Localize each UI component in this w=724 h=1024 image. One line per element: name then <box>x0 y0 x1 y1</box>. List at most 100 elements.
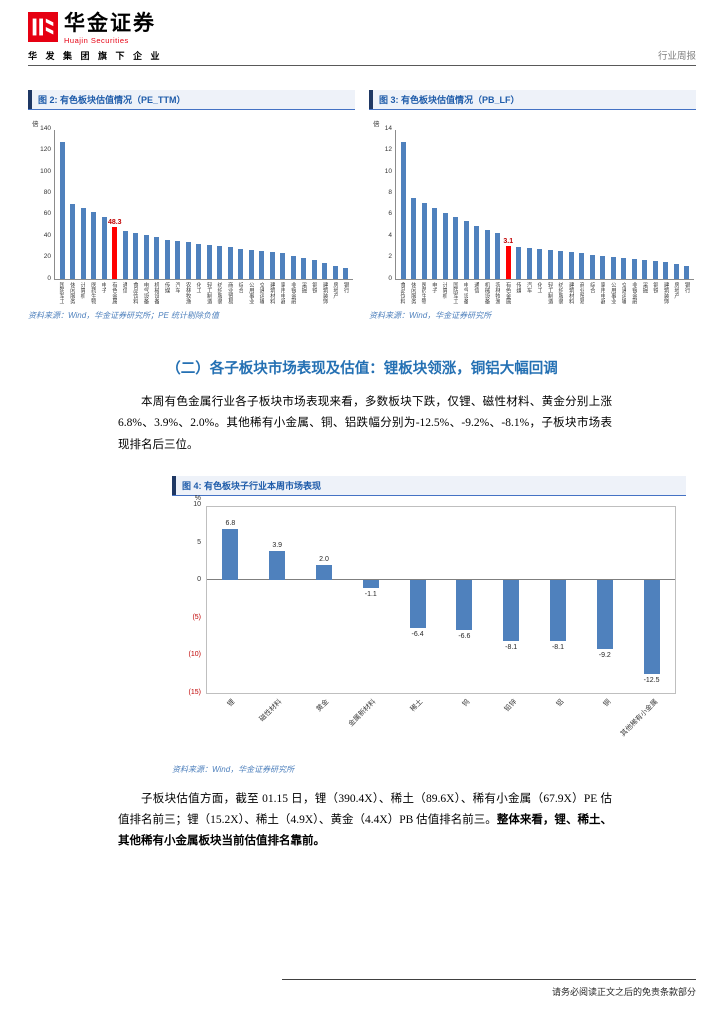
page-footer: 请务必阅读正文之后的免责条款部分 <box>282 979 696 998</box>
bar-slot <box>640 130 651 280</box>
bar <box>322 263 328 280</box>
figure-4-weekly-performance: 图 4: 有色板块子行业本周市场表现 % 10 5 0 (5) (10) (15) 6.8 3.… <box>172 475 686 775</box>
bar-slot <box>267 130 278 280</box>
x-category-label: 休闲服务 <box>68 282 75 305</box>
bar <box>222 529 239 581</box>
x-label-slot: 机械设备 <box>151 282 162 304</box>
x-label-slot: 钢铁 <box>309 282 320 304</box>
bar-slot <box>461 130 472 280</box>
x-label-slot: 化工 <box>534 282 545 304</box>
header-rule-row: 华 发 集 团 旗 下 企 业 行业周报 <box>28 48 696 67</box>
bar <box>315 565 332 581</box>
x-label-slot: 商业贸易 <box>225 282 236 304</box>
y-axis-tick: 4 <box>388 231 392 239</box>
x-category-label: 房地产 <box>673 282 680 299</box>
x-label-slot: 其他稀有小金属 <box>619 694 676 758</box>
bar-slot <box>320 130 331 280</box>
bar-slot <box>608 130 619 280</box>
x-category-label: 房地产 <box>332 282 339 299</box>
bar <box>301 257 307 280</box>
x-label-slot: 农林牧渔 <box>182 282 193 304</box>
x-category-label: 建筑材料 <box>268 282 275 305</box>
company-tagline: 华 发 集 团 旗 下 企 业 <box>28 51 163 62</box>
x-category-label: 金属新材料 <box>347 698 377 729</box>
x-category-label: 计算机 <box>441 282 448 299</box>
value-label: -9.2 <box>598 652 611 660</box>
bar-slot <box>587 130 598 280</box>
bar-slot: 2.0 <box>301 507 348 693</box>
y-axis-unit: % <box>194 494 201 502</box>
x-category-label: 交通运输 <box>620 282 627 305</box>
y-axis-tick: 140 <box>40 124 51 132</box>
x-category-label: 轻工制造 <box>546 282 553 305</box>
bar-slot <box>451 130 462 280</box>
bar-slot: -6.6 <box>441 507 488 693</box>
bar-slot <box>78 130 89 280</box>
y-axis-tick: 120 <box>40 146 51 153</box>
bar <box>122 230 128 280</box>
bar <box>421 203 427 280</box>
x-category-label: 建筑装饰 <box>662 282 669 305</box>
x-category-label: 铜 <box>601 698 612 709</box>
x-category-label: 休闲服务 <box>409 282 416 305</box>
bar-slot <box>577 130 588 280</box>
bar <box>652 260 658 280</box>
x-category-label: 化工 <box>536 282 543 294</box>
figure-2-source: 资料来源：Wind，华金证券研究所；PE 统计剔除负值 <box>28 311 220 321</box>
x-label-slot: 电气设备 <box>140 282 151 304</box>
disclaimer-text: 请务必阅读正文之后的免责条款部分 <box>551 987 696 997</box>
bar <box>643 580 660 675</box>
x-category-label: 黄金 <box>315 698 330 714</box>
value-label: 6.8 <box>225 520 236 527</box>
value-label: -8.1 <box>505 644 518 651</box>
x-category-label: 银行 <box>683 282 690 294</box>
bar <box>175 240 181 280</box>
x-label-slot: 商业贸易 <box>576 282 587 304</box>
bar-slot <box>682 130 693 280</box>
bar-slot: 3.9 <box>254 507 301 693</box>
bar <box>143 235 149 280</box>
x-label-slot: 锂 <box>206 694 253 758</box>
bar <box>610 256 616 280</box>
bar-slot: -6.4 <box>394 507 441 693</box>
brand-text: 华金证券 Huajin Securities <box>64 11 156 45</box>
bar-slot <box>309 130 320 280</box>
section-heading: （二）各子板块市场表现及估值：锂板块领涨，铜铝大幅回调 <box>166 361 558 378</box>
x-category-label: 建筑材料 <box>567 282 574 305</box>
x-category-label: 医药生物 <box>89 282 96 305</box>
bar <box>663 262 669 280</box>
x-category-label: 医药生物 <box>420 282 427 305</box>
x-category-label: 商业贸易 <box>226 282 233 305</box>
bar <box>311 259 317 280</box>
x-label-slot: 综合 <box>235 282 246 304</box>
x-label-slot: 非银金融 <box>629 282 640 304</box>
bar-slot <box>246 130 257 280</box>
bar-slot <box>419 130 430 280</box>
bar <box>621 257 627 280</box>
x-label-slot: 计算机 <box>77 282 88 304</box>
x-category-label: 铝 <box>554 698 565 709</box>
x-label-slot: 传媒 <box>513 282 524 304</box>
bar <box>558 251 564 280</box>
bar-slot: -12.5 <box>628 507 675 693</box>
x-category-label: 食品饮料 <box>399 282 406 305</box>
y-axis-tick: (10) <box>188 651 201 659</box>
x-category-label: 轻工制造 <box>205 282 212 305</box>
y-axis-tick: 8 <box>388 188 392 196</box>
x-label-slot: 农林牧渔 <box>492 282 503 304</box>
figure-4-source: 资料来源：Wind，华金证券研究所 <box>172 764 295 774</box>
bar-slot <box>671 130 682 280</box>
x-label-slot: 黄金 <box>300 694 347 758</box>
x-label-slot: 钢铁 <box>650 282 661 304</box>
bar <box>332 266 338 280</box>
x-label-slot: 汽车 <box>172 282 183 304</box>
x-category-label: 机械设备 <box>483 282 490 305</box>
y-axis-tick: 2 <box>388 253 392 261</box>
bar-slot <box>330 130 341 280</box>
bar <box>579 253 585 280</box>
x-label-slot: 国防军工 <box>450 282 461 304</box>
x-label-slot: 纺织服装 <box>214 282 225 304</box>
x-label-slot: 轻工制造 <box>203 282 214 304</box>
x-category-label: 传媒 <box>163 282 170 294</box>
bar <box>400 142 406 280</box>
